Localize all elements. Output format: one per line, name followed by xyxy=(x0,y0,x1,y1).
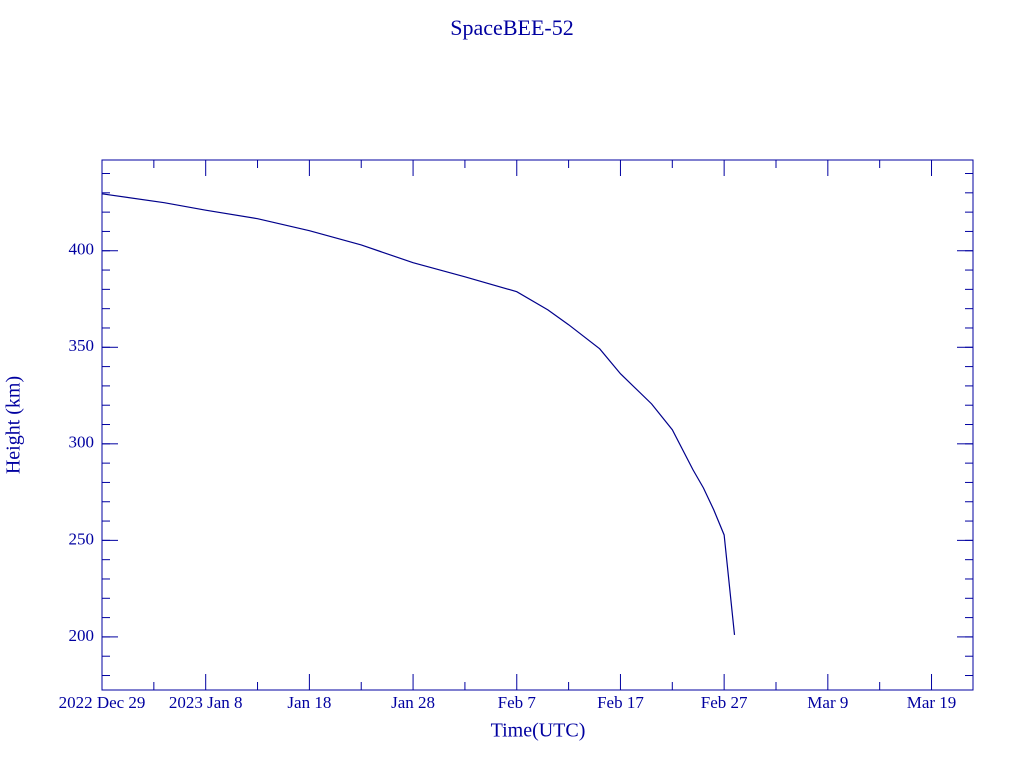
x-axis-label: Time(UTC) xyxy=(491,720,586,742)
x-tick-label: Mar 9 xyxy=(807,693,848,712)
x-tick-label: 2022 Dec 29 xyxy=(59,693,146,712)
y-tick-label: 250 xyxy=(69,529,95,548)
y-tick-label: 200 xyxy=(69,626,95,645)
x-tick-label: Feb 27 xyxy=(701,693,748,712)
y-axis-label: Height (km) xyxy=(3,376,25,474)
y-tick-label: 400 xyxy=(69,240,95,259)
x-tick-label: Feb 17 xyxy=(597,693,644,712)
plot-frame xyxy=(101,159,974,691)
y-tick-label: 350 xyxy=(69,336,95,355)
chart-title: SpaceBEE-52 xyxy=(450,15,573,40)
y-tick-label: 300 xyxy=(69,433,95,452)
x-tick-label: Mar 19 xyxy=(907,693,957,712)
x-tick-label: Jan 18 xyxy=(287,693,331,712)
x-tick-label: Feb 7 xyxy=(498,693,537,712)
data-line xyxy=(101,193,736,636)
x-tick-label: 2023 Jan 8 xyxy=(169,693,243,712)
x-tick-label: Jan 28 xyxy=(391,693,435,712)
